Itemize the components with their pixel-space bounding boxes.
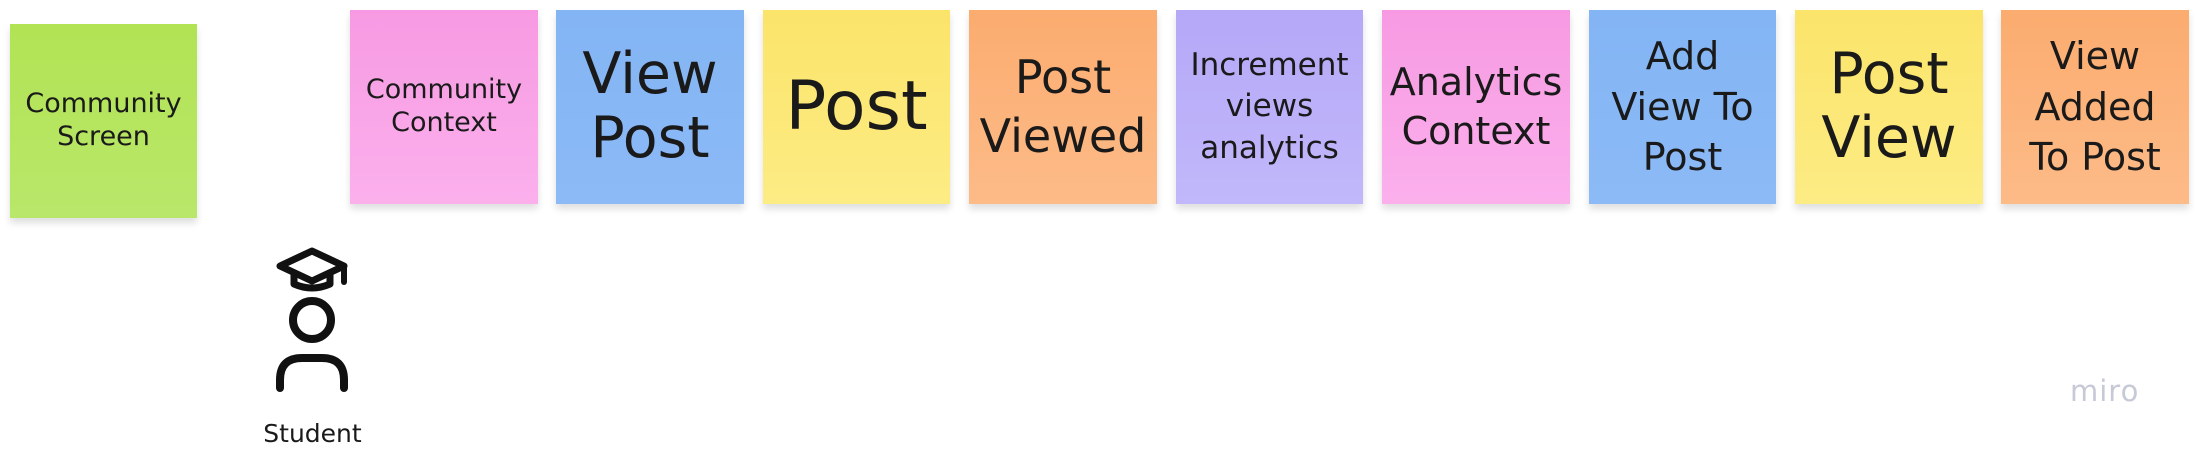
actor-student[interactable]	[262, 246, 362, 396]
sticky-text-line: View To	[1611, 84, 1754, 129]
sticky-text-line: Community	[365, 74, 523, 106]
sticky-note-view-added-to-post[interactable]: View Added To Post	[2001, 10, 2189, 204]
sticky-text-line: View	[2049, 34, 2141, 79]
sticky-text-line: Post	[1642, 135, 1723, 180]
sticky-text-line: Context	[1401, 109, 1551, 153]
sticky-note-analytics-context[interactable]: Analytics Context	[1382, 10, 1570, 204]
student-icon	[276, 247, 348, 392]
sticky-note-post-view[interactable]: Post View	[1795, 10, 1983, 204]
miro-watermark: miro	[2070, 374, 2140, 408]
sticky-note-increment-views-analytics[interactable]: Increment views analytics	[1176, 10, 1363, 204]
sticky-text-line: Added	[2034, 84, 2156, 129]
sticky-text-line: Community	[25, 88, 182, 120]
sticky-text-line: Viewed	[979, 109, 1147, 163]
sticky-note-community-context[interactable]: Community Context	[350, 10, 538, 204]
sticky-text-line: analytics	[1200, 129, 1339, 166]
sticky-text-line: Screen	[57, 121, 150, 152]
sticky-text-line: To Post	[2029, 135, 2161, 180]
sticky-note-view-post[interactable]: View Post	[556, 10, 744, 204]
sticky-text-line: View	[1821, 105, 1957, 171]
actor-label: Student	[263, 419, 362, 448]
sticky-note-community-screen[interactable]: Community Screen	[10, 24, 197, 218]
sticky-note-post-viewed[interactable]: Post Viewed	[969, 10, 1157, 204]
sticky-text-line: Post	[590, 105, 710, 171]
sticky-text-line: Increment	[1190, 47, 1349, 84]
sticky-note-post[interactable]: Post	[763, 10, 950, 204]
sticky-text-line: Analytics	[1389, 59, 1563, 104]
sticky-text-line: Post	[785, 66, 928, 146]
sticky-text-line: Add	[1645, 34, 1720, 79]
sticky-note-add-view-to-post[interactable]: Add View To Post	[1589, 10, 1776, 204]
sticky-text-line: Post	[1014, 50, 1112, 105]
sticky-text-line: Context	[391, 107, 497, 138]
sticky-text-line: View	[582, 41, 718, 108]
sticky-text-line: views	[1225, 88, 1314, 125]
sticky-text-line: Post	[1829, 41, 1949, 108]
